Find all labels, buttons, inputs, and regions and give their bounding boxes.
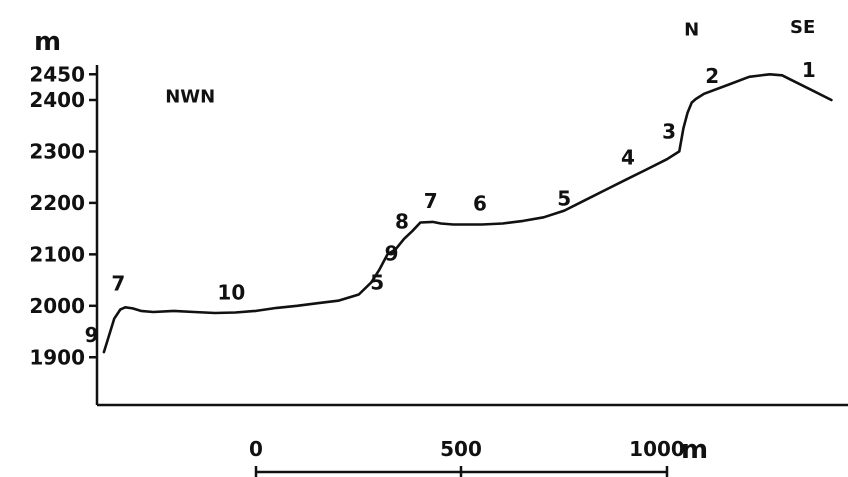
y-tick-label: 2450 <box>29 62 85 86</box>
profile-point-label: 4 <box>621 145 635 169</box>
direction-label: NWN <box>165 87 215 108</box>
profile-point-label: 5 <box>370 270 384 294</box>
y-axis-unit-label: m <box>34 27 61 57</box>
scale-unit-label: m <box>681 435 708 465</box>
direction-label: N <box>684 20 699 41</box>
y-tick-label: 2300 <box>29 139 85 163</box>
profile-point-label: 7 <box>111 271 125 295</box>
scale-label-0: 0 <box>249 437 263 461</box>
y-tick-label: 2200 <box>29 191 85 215</box>
profile-point-label: 9 <box>385 242 399 266</box>
profile-point-label: 8 <box>395 210 409 234</box>
profile-point-label: 10 <box>217 281 245 305</box>
y-tick-label: 2400 <box>29 88 85 112</box>
elevation-profile-line <box>102 73 833 354</box>
profile-point-label: 9 <box>85 323 99 347</box>
y-tick-label: 2000 <box>29 294 85 318</box>
profile-point-label: 6 <box>473 192 487 216</box>
distance-scale-bar: 0 500 1000 m <box>249 435 708 477</box>
scale-label-1000: 1000 <box>629 437 685 461</box>
profile-point-label: 1 <box>802 58 816 82</box>
profile-point-label: 3 <box>662 120 676 144</box>
y-tick-label: 2100 <box>29 242 85 266</box>
profile-point-label: 7 <box>424 189 438 213</box>
direction-label-group: NWN N SE <box>165 17 815 107</box>
profile-point-label: 5 <box>557 186 571 210</box>
direction-label: SE <box>790 17 815 38</box>
profile-point-label: 2 <box>705 64 719 88</box>
y-tick-label: 1900 <box>29 345 85 369</box>
scale-label-500: 500 <box>440 437 482 461</box>
